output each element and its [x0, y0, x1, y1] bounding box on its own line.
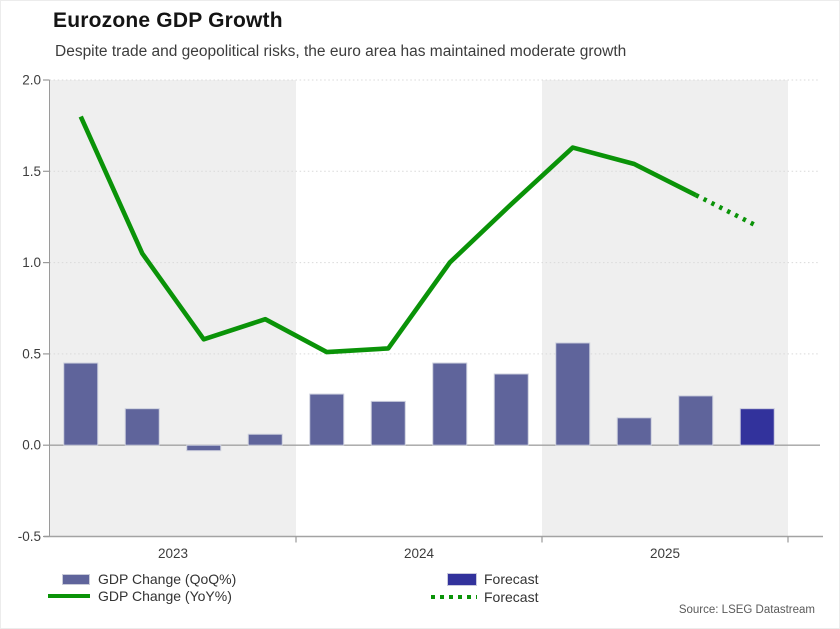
forecast-dotted-line-swatch-icon [431, 594, 477, 600]
yoy-line [78, 115, 697, 355]
y-tick-label: 1.5 [22, 164, 41, 179]
legend-item-forecast-bar: Forecast [447, 571, 538, 587]
qoq-bar [493, 373, 529, 446]
legend-label-yoy: GDP Change (YoY%) [98, 588, 232, 604]
x-year-label: 2024 [404, 546, 435, 561]
qoq-bar [370, 400, 406, 446]
forecast-bar-swatch-icon [447, 572, 477, 586]
legend-item-forecast-line: Forecast [431, 589, 538, 605]
yoy-forecast-line [694, 192, 759, 229]
qoq-bar [309, 393, 345, 446]
gdp-chart: 2.0 1.5 1.0 0.5 0.0 -0.5 2023 2024 2025 [18, 73, 823, 561]
yoy-line-swatch-icon [48, 593, 90, 599]
page-title: Eurozone GDP Growth [53, 9, 283, 32]
forecast-bar [739, 408, 775, 446]
y-tick-label: 0.5 [22, 346, 41, 361]
source-credit: Source: LSEG Datastream [678, 604, 815, 616]
y-tick-label: 1.0 [22, 255, 41, 270]
year-band [542, 80, 788, 537]
qoq-bar [432, 362, 468, 446]
legend-item-qoq: GDP Change (QoQ%) [62, 571, 236, 587]
qoq-bar [678, 395, 714, 446]
year-band [50, 80, 296, 537]
x-year-label: 2025 [650, 546, 680, 561]
y-tick-label: 0.0 [22, 438, 41, 453]
qoq-bar [63, 362, 99, 446]
legend-label-qoq: GDP Change (QoQ%) [98, 571, 237, 587]
y-tick-label: 2.0 [22, 73, 41, 88]
y-tick-label: -0.5 [18, 529, 41, 544]
qoq-bar [186, 444, 222, 452]
qoq-bar-swatch-icon [62, 573, 90, 585]
legend-label-forecast-bar: Forecast [484, 571, 539, 587]
x-year-label: 2023 [158, 546, 188, 561]
page-subtitle: Despite trade and geopolitical risks, th… [55, 43, 627, 60]
qoq-bar [616, 417, 652, 446]
legend-item-yoy: GDP Change (YoY%) [48, 588, 232, 604]
qoq-bar [247, 433, 283, 446]
legend-label-forecast-line: Forecast [484, 589, 539, 605]
qoq-bar [124, 408, 160, 446]
qoq-bar [555, 342, 591, 446]
